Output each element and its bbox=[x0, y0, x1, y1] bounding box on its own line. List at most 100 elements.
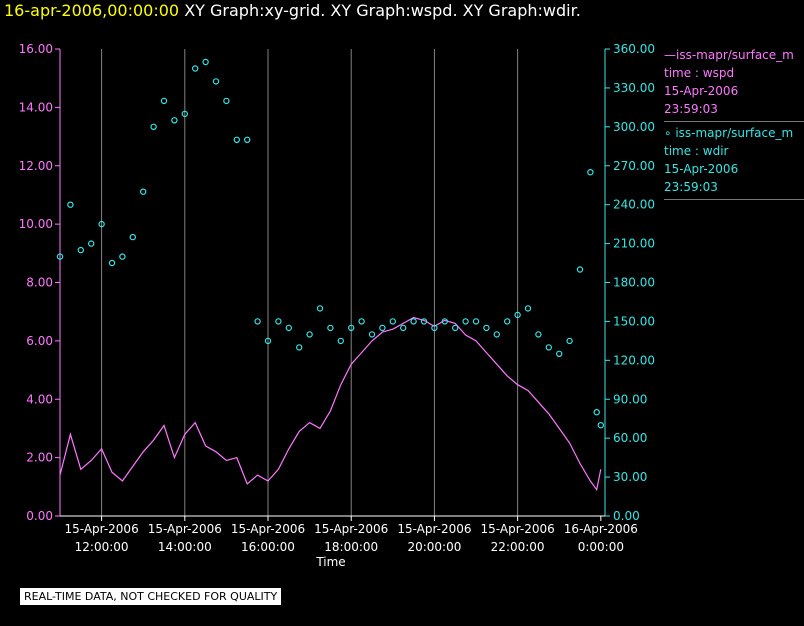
wdir-point bbox=[181, 110, 188, 118]
x-tick-date: 15-Apr-2006 bbox=[314, 522, 388, 536]
wdir-point bbox=[587, 168, 594, 176]
x-tick-time: 12:00:00 bbox=[75, 540, 129, 554]
wdir-point bbox=[524, 305, 532, 312]
legend-entry-wdir: ∘ iss-mapr/surface_m time : wdir 15-Apr-… bbox=[664, 124, 804, 196]
wdir-point bbox=[514, 311, 521, 319]
y-left-tick-label: 0.00 bbox=[26, 509, 53, 523]
x-tick-time: 16:00:00 bbox=[241, 540, 295, 554]
y-right-tick-label: 120.00 bbox=[613, 353, 655, 367]
wdir-point bbox=[150, 123, 157, 131]
legend-entry-wspd: —iss-mapr/surface_m time : wspd 15-Apr-2… bbox=[664, 46, 804, 118]
legend-wspd-name: iss-mapr/surface_m bbox=[676, 48, 794, 62]
x-tick-time: 14:00:00 bbox=[158, 540, 212, 554]
y-right-tick-label: 60.00 bbox=[613, 431, 647, 445]
y-right-tick-label: 210.00 bbox=[613, 237, 655, 251]
wdir-point bbox=[202, 58, 209, 66]
y-left-tick-label: 2.00 bbox=[26, 451, 53, 465]
wdir-point bbox=[379, 324, 386, 332]
wdir-point bbox=[98, 220, 105, 228]
wspd-line bbox=[59, 316, 602, 492]
y-left-tick-label: 14.00 bbox=[19, 100, 53, 114]
x-tick-date: 15-Apr-2006 bbox=[397, 522, 471, 536]
grid-lines bbox=[101, 49, 519, 516]
wdir-point bbox=[119, 253, 126, 260]
y-left-tick-label: 16.00 bbox=[19, 42, 53, 56]
wdir-point bbox=[556, 350, 563, 357]
y-right-tick-label: 240.00 bbox=[613, 198, 655, 212]
y-left-tick-label: 4.00 bbox=[26, 392, 53, 406]
wdir-point bbox=[264, 337, 272, 345]
y-left-tick-label: 10.00 bbox=[19, 217, 53, 231]
wdir-point bbox=[348, 324, 355, 332]
y-right-tick-label: 360.00 bbox=[613, 42, 655, 56]
quality-disclaimer: REAL-TIME DATA, NOT CHECKED FOR QUALITY bbox=[20, 588, 282, 605]
x-tick-time: 20:00:00 bbox=[407, 540, 461, 554]
wdir-series bbox=[56, 58, 605, 429]
legend: —iss-mapr/surface_m time : wspd 15-Apr-2… bbox=[664, 46, 804, 202]
wdir-point bbox=[56, 253, 64, 260]
wdir-point bbox=[316, 305, 324, 312]
wdir-point bbox=[472, 318, 480, 325]
y-right-tick-label: 270.00 bbox=[613, 159, 655, 173]
y-right-tick-label: 330.00 bbox=[613, 81, 655, 95]
wdir-point bbox=[306, 331, 313, 338]
x-tick-date: 15-Apr-2006 bbox=[231, 522, 305, 536]
wdir-point bbox=[566, 337, 573, 345]
wdir-point bbox=[108, 259, 116, 267]
wdir-point bbox=[275, 318, 282, 325]
wdir-point bbox=[285, 324, 292, 332]
wdir-point bbox=[327, 324, 334, 332]
y-right-tick-label: 30.00 bbox=[613, 470, 647, 484]
wdir-point bbox=[441, 318, 448, 325]
y-left-tick-label: 8.00 bbox=[26, 276, 53, 290]
x-tick-time: 18:00:00 bbox=[324, 540, 378, 554]
x-tick-date: 15-Apr-2006 bbox=[148, 522, 222, 536]
wdir-point bbox=[243, 136, 251, 143]
wdir-point bbox=[296, 344, 303, 351]
y-right-tick-label: 150.00 bbox=[613, 314, 655, 328]
wdir-point bbox=[504, 318, 511, 325]
wdir-point bbox=[160, 97, 168, 105]
y-right-tick-label: 0.00 bbox=[613, 509, 640, 523]
wdir-point bbox=[171, 117, 178, 124]
legend-wspd-time: 23:59:03 bbox=[664, 102, 718, 116]
wdir-point bbox=[483, 324, 490, 332]
wdir-point bbox=[410, 318, 417, 325]
wdir-point bbox=[223, 97, 230, 105]
title-graph-names: XY Graph:xy-grid. XY Graph:wspd. XY Grap… bbox=[184, 1, 581, 20]
x-tick-date: 15-Apr-2006 bbox=[481, 522, 555, 536]
y-right-tick-label: 90.00 bbox=[613, 392, 647, 406]
wdir-point bbox=[358, 318, 365, 325]
wdir-point bbox=[593, 409, 600, 416]
wdir-point bbox=[77, 246, 85, 254]
wdir-point bbox=[389, 318, 396, 325]
legend-wdir-date: 15-Apr-2006 bbox=[664, 162, 739, 176]
wdir-point bbox=[129, 233, 136, 241]
title-timestamp: 16-apr-2006,00:00:00 bbox=[4, 1, 180, 20]
legend-wspd-date: 15-Apr-2006 bbox=[664, 84, 739, 98]
wdir-point bbox=[233, 136, 240, 143]
axes: 15-Apr-2006 12:00:00 15-Apr-2006 14:00:00 15… bbox=[19, 42, 655, 554]
chart-title: 16-apr-2006,00:00:00 XY Graph:xy-grid. X… bbox=[4, 1, 581, 20]
y-left-tick-label: 12.00 bbox=[19, 159, 53, 173]
x-axis-label: Time bbox=[315, 555, 345, 569]
legend-divider-bottom bbox=[664, 199, 804, 200]
wdir-point bbox=[535, 331, 542, 338]
wdir-point bbox=[576, 266, 584, 273]
wdir-point bbox=[337, 337, 344, 345]
wdir-point bbox=[191, 65, 199, 72]
wdir-point bbox=[67, 201, 74, 208]
wdir-point bbox=[212, 78, 220, 85]
wdir-point bbox=[597, 422, 605, 429]
wdir-point bbox=[545, 344, 553, 351]
x-tick-date: 16-Apr-2006 bbox=[564, 522, 638, 536]
legend-wdir-time: 23:59:03 bbox=[664, 180, 718, 194]
wdir-point bbox=[493, 331, 500, 338]
legend-divider bbox=[664, 121, 804, 122]
wdir-point bbox=[431, 324, 438, 332]
wdir-point bbox=[368, 331, 376, 338]
y-right-tick-label: 300.00 bbox=[613, 120, 655, 134]
y-left-tick-label: 6.00 bbox=[26, 334, 53, 348]
wspd-series bbox=[59, 316, 602, 492]
